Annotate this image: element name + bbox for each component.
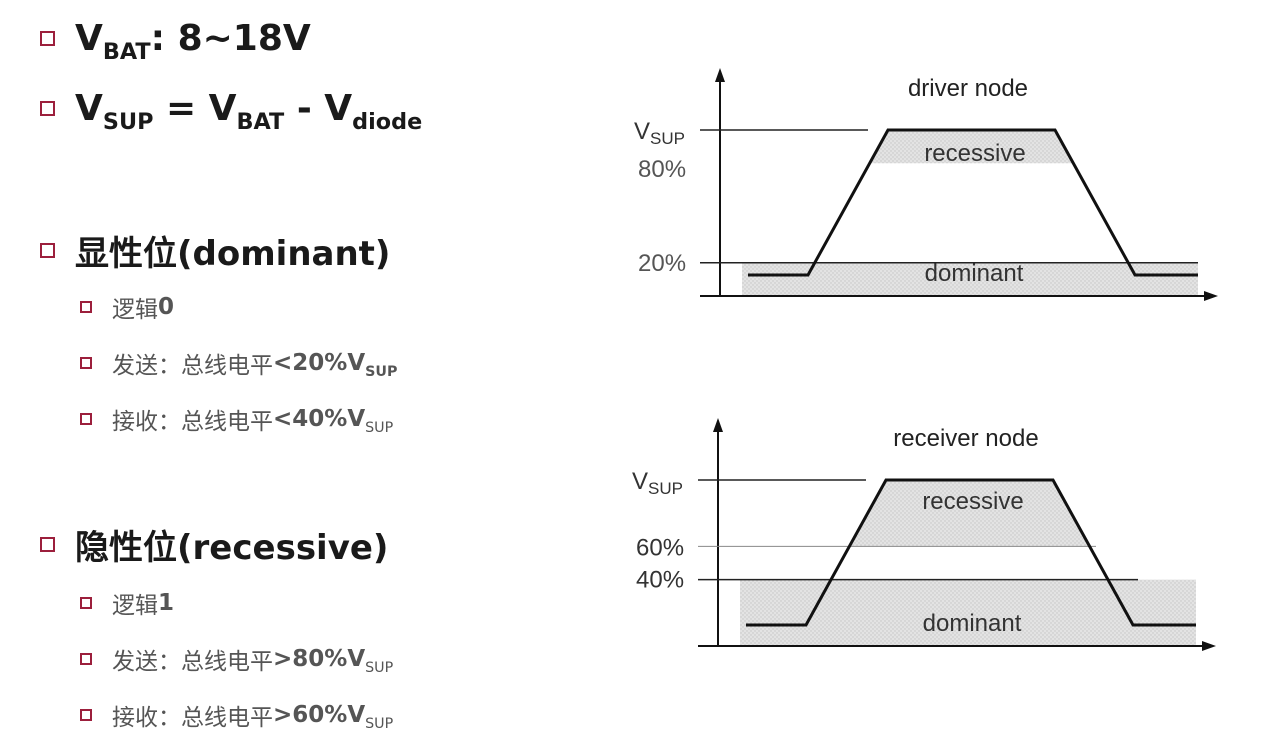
dominant-zone	[740, 579, 1196, 646]
recessive-title: 隐性位(recessive)	[75, 528, 389, 568]
recessive-logic: 逻辑 1	[80, 586, 174, 620]
vsup-formula: VSUP = VBAT - Vdiode	[75, 88, 423, 136]
upper-threshold-label: 80%	[638, 156, 686, 183]
bullet-marker	[40, 243, 55, 258]
recessive-label: recessive	[922, 488, 1023, 515]
send-value: <20%VSUP	[273, 350, 398, 380]
x-axis-arrow-icon	[1204, 291, 1218, 301]
logic-label: 逻辑	[112, 593, 158, 619]
signal-waveform	[748, 128, 1198, 277]
bullet-dominant: 显性位(dominant)	[40, 226, 390, 275]
send-label: 发送：总线电平	[112, 353, 273, 379]
vsup-label: VSUP	[632, 468, 683, 498]
bullet-vsup: VSUP = VBAT - Vdiode	[40, 88, 423, 136]
bullet-marker	[80, 301, 92, 313]
driver-diagram: driver node VSUP 80% 20% recessive domin…	[634, 68, 1218, 301]
bullet-marker	[80, 357, 92, 369]
bullet-marker	[80, 709, 92, 721]
recessive-label: recessive	[924, 140, 1025, 167]
vbat-text: VBAT: 8~18V	[75, 18, 311, 66]
dominant-send: 发送：总线电平 <20%VSUP	[80, 346, 397, 380]
send-value: >80%VSUP	[273, 646, 394, 676]
x-axis-arrow-icon	[1202, 641, 1216, 651]
recessive-recv: 接收：总线电平 >60%VSUP	[80, 698, 393, 732]
lower-threshold-label: 20%	[638, 250, 686, 277]
recv-value: <40%VSUP	[273, 406, 394, 436]
lower-threshold-label: 40%	[636, 567, 684, 594]
bullet-marker	[40, 537, 55, 552]
signal-waveform	[746, 478, 1196, 627]
recv-label: 接收：总线电平	[112, 705, 273, 731]
bullet-marker	[40, 101, 55, 116]
recv-label: 接收：总线电平	[112, 409, 273, 435]
y-axis-arrow-icon	[713, 418, 723, 432]
bullet-vbat: VBAT: 8~18V	[40, 18, 311, 66]
bullet-marker	[80, 597, 92, 609]
recessive-zone	[849, 480, 1090, 547]
dominant-logic: 逻辑 0	[80, 290, 174, 324]
level-diagrams: driver node VSUP 80% 20% recessive domin…	[632, 68, 1218, 651]
bullet-list: VBAT: 8~18V VSUP = VBAT - Vdiode 显性位(dom…	[0, 0, 600, 735]
diagram-title: receiver node	[893, 425, 1038, 452]
dominant-recv: 接收：总线电平 <40%VSUP	[80, 402, 393, 436]
bullet-marker	[80, 653, 92, 665]
receiver-diagram: receiver node VSUP 60% 40% recessive dom…	[632, 418, 1216, 651]
bullet-marker	[40, 31, 55, 46]
vsup-label: VSUP	[634, 118, 685, 148]
bullet-recessive: 隐性位(recessive)	[40, 520, 388, 569]
dominant-zone	[742, 262, 1198, 296]
recessive-send: 发送：总线电平 >80%VSUP	[80, 642, 393, 676]
logic-value: 0	[158, 294, 175, 320]
dominant-label: dominant	[925, 260, 1024, 287]
recv-value: >60%VSUP	[273, 702, 394, 732]
send-label: 发送：总线电平	[112, 649, 273, 675]
logic-label: 逻辑	[112, 297, 158, 323]
dominant-title: 显性位(dominant)	[75, 234, 391, 274]
diagram-title: driver node	[908, 75, 1028, 102]
dominant-label: dominant	[923, 610, 1022, 637]
upper-threshold-label: 60%	[636, 534, 684, 561]
recessive-zone	[869, 130, 1074, 164]
bullet-marker	[80, 413, 92, 425]
logic-value: 1	[158, 590, 175, 616]
y-axis-arrow-icon	[715, 68, 725, 82]
